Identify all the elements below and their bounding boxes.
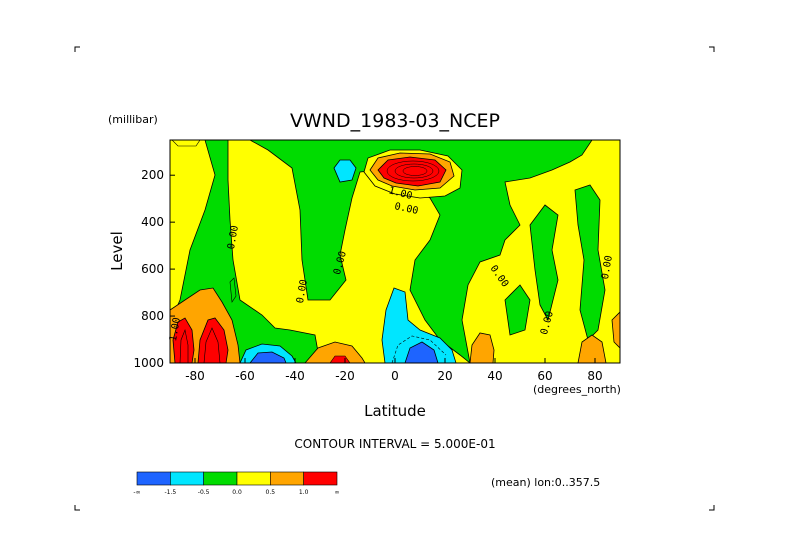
contour-label: 0.00	[226, 225, 241, 251]
colorbar-swatch	[270, 471, 304, 486]
colorbar-swatch	[303, 471, 338, 486]
contour-label: 0.00	[393, 201, 419, 217]
region-green-north-pocket	[504, 284, 531, 336]
region-cyan-upper	[333, 159, 357, 183]
region-orange-20s	[304, 341, 366, 363]
x-axis-label: Latitude	[364, 402, 426, 420]
y-units-label: (millibar)	[108, 113, 158, 126]
colorbar-swatch	[203, 471, 238, 486]
contour-label: 1.00	[168, 317, 183, 343]
contour-interval-text: CONTOUR INTERVAL = 5.000E-01	[294, 437, 495, 451]
y-axis-label: Level	[108, 231, 126, 271]
colorbar-swatch	[136, 471, 171, 486]
x-tick-label: -60	[235, 369, 255, 383]
x-tick-label: -80	[185, 369, 205, 383]
contour-labels: 1.00 0.00 0.00 0.00 0.00 0.00 0.00 0.00 …	[168, 185, 615, 342]
x-tick-label: 40	[487, 369, 502, 383]
y-tick-label: 800	[141, 309, 164, 323]
region-red-sw1	[172, 317, 195, 363]
colorbar-label: 0.5	[266, 489, 276, 496]
contour-field	[170, 140, 620, 363]
chart-title: VWND_1983-03_NCEP	[290, 110, 500, 132]
colorbar-label: ∞	[335, 489, 340, 496]
x-tick-label: 0	[391, 369, 399, 383]
y-axis: 200 400 600 800 1000	[133, 168, 175, 370]
colorbar: -∞ -1.5 -0.5 0.0 0.5 1.0 ∞	[133, 471, 340, 496]
x-tick-label: -40	[285, 369, 305, 383]
contour-label: 0.00	[295, 279, 310, 305]
x-axis-units: (degrees_north)	[533, 383, 621, 396]
y-tick-label: 600	[141, 262, 164, 276]
region-cyan-eq	[381, 287, 457, 363]
x-tick-label: -20	[335, 369, 355, 383]
region-green-60n	[529, 204, 559, 322]
colorbar-label: -0.5	[198, 489, 210, 496]
x-tick-label: 80	[587, 369, 602, 383]
mean-note: (mean) lon:0..357.5	[491, 476, 600, 489]
region-orange-90n	[611, 311, 620, 349]
colorbar-label: -∞	[133, 489, 140, 496]
crop-marks	[74, 46, 715, 511]
region-orange-80n	[577, 334, 607, 363]
region-blue-eq	[404, 341, 439, 363]
colorbar-label: -1.5	[164, 489, 176, 496]
region-red-sw2	[197, 317, 229, 363]
x-axis: -80 -60 -40 -20 0 20 40 60 80	[185, 358, 603, 383]
region-orange-40n	[469, 332, 495, 363]
colorbar-swatch	[236, 471, 271, 486]
x-tick-label: 20	[437, 369, 452, 383]
contour-label: 0.00	[600, 255, 615, 281]
colorbar-label: 0.0	[232, 489, 242, 496]
y-tick-label: 1000	[133, 356, 164, 370]
y-tick-label: 400	[141, 215, 164, 229]
colorbar-swatch	[170, 471, 204, 486]
x-tick-label: 60	[537, 369, 552, 383]
y-tick-label: 200	[141, 168, 164, 182]
colorbar-label: 1.0	[299, 489, 309, 496]
region-green-east	[574, 184, 606, 341]
region-blue-50s	[249, 351, 287, 363]
